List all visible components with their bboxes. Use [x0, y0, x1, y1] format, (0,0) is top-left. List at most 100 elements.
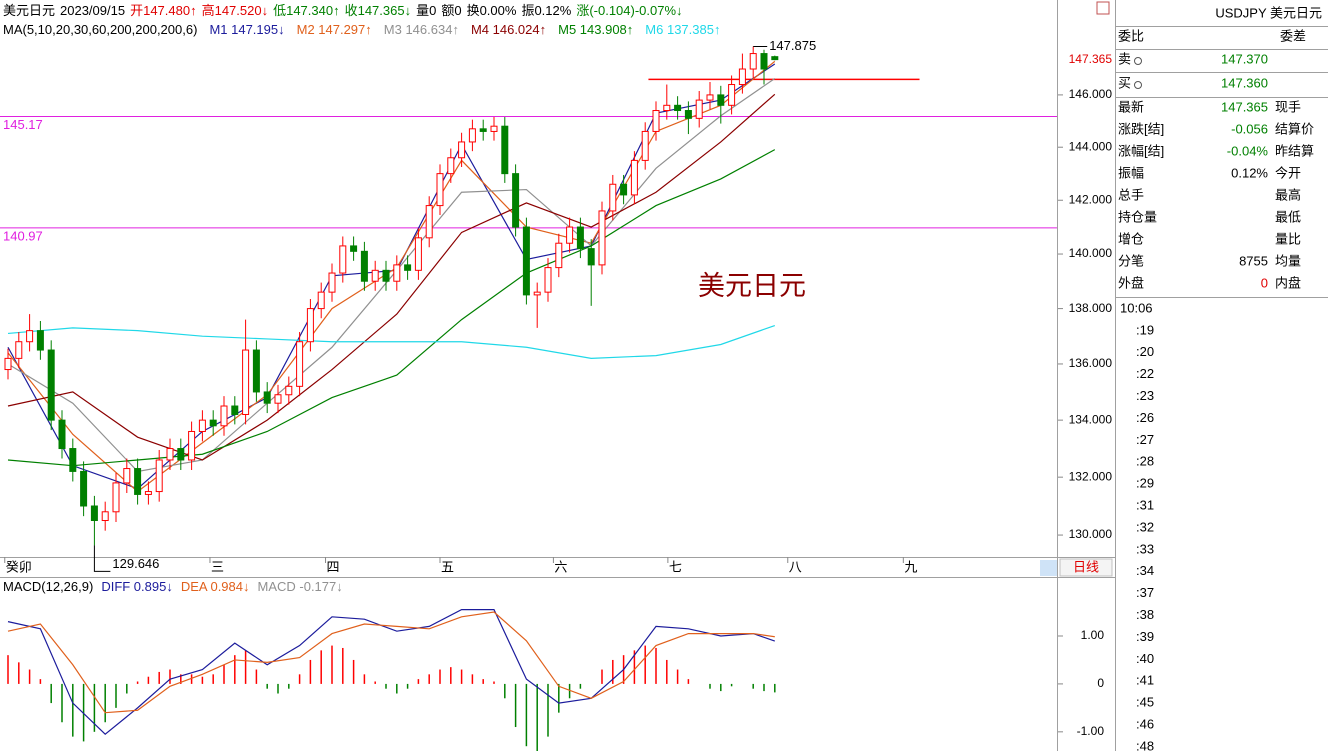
candle-body: [674, 104, 682, 112]
legend-item: M2 147.297↑: [297, 22, 372, 37]
y-tick-label: 138.000: [1069, 301, 1113, 315]
candle-body: [360, 250, 368, 282]
candle-body: [728, 84, 736, 106]
high-label: 147.875: [769, 38, 816, 53]
row-label: 最低: [1275, 209, 1301, 224]
low-pointer: [93, 545, 111, 572]
legend-item: M5 143.908↑: [558, 22, 633, 37]
last-price-label: 147.365: [1069, 52, 1113, 66]
candle-body: [522, 226, 530, 296]
candle-body: [317, 291, 325, 310]
candle-body: [512, 173, 520, 228]
y-tick-label: 142.000: [1069, 192, 1113, 206]
candle-body: [587, 248, 595, 266]
candle-body: [544, 267, 552, 293]
y-tick-label: 146.000: [1069, 87, 1113, 101]
macd-header: MACD(12,26,9) DIFF 0.895↓ DEA 0.984↓ MACD -…: [3, 579, 343, 594]
y-tick-label: 140.000: [1069, 246, 1113, 260]
candle-body: [382, 269, 390, 282]
candle-body: [274, 394, 282, 404]
candle-body: [15, 341, 23, 359]
header-item: 2023/09/15: [60, 3, 125, 18]
candle-body: [47, 349, 55, 421]
candle-body: [296, 341, 304, 387]
y-tick-label: 130.000: [1069, 527, 1113, 541]
x-tick-label: 六: [554, 559, 567, 574]
candle-body: [26, 330, 34, 343]
row-label: 分笔: [1118, 253, 1144, 268]
row-label: 现手: [1275, 99, 1301, 114]
tick-time: :39: [1136, 629, 1154, 644]
candle-body: [490, 125, 498, 132]
candle-body: [393, 264, 401, 282]
candle-body: [501, 125, 509, 175]
candle-body: [112, 482, 120, 513]
tick-time: :46: [1136, 717, 1154, 732]
row-value: -0.04%: [1227, 143, 1269, 158]
candle-body: [652, 110, 660, 132]
candle-body: [101, 511, 109, 522]
candle-body: [468, 128, 476, 143]
ma-line: [7, 324, 775, 359]
header-item: 低147.340↑: [273, 3, 340, 18]
buy-value: 147.360: [1221, 75, 1268, 90]
candle-body: [306, 308, 314, 343]
ma-line: [7, 93, 776, 461]
candle-body: [231, 405, 239, 415]
candle-body: [155, 459, 163, 493]
candle-body: [350, 245, 358, 252]
tick-time: :20: [1136, 344, 1154, 359]
corner-icon[interactable]: [1096, 1, 1110, 15]
scroll-button[interactable]: [1040, 560, 1057, 576]
horizontal-line-label: 145.17: [3, 117, 43, 132]
candle-body: [263, 391, 271, 404]
candle-body: [479, 128, 487, 132]
macd-line: [7, 609, 775, 736]
row-label: 外盘: [1118, 275, 1144, 290]
row-label: 增仓: [1118, 231, 1144, 246]
row-label: 内盘: [1275, 275, 1301, 290]
period-button[interactable]: [1059, 558, 1113, 577]
tick-time: :32: [1136, 519, 1154, 534]
candle-body: [706, 94, 714, 101]
header: 美元日元 2023/09/15 开147.480↑ 高147.520↓ 低147.340…: [3, 3, 683, 18]
macd-y-tick-label: 0: [1097, 676, 1104, 690]
header-item: 换0.00%: [467, 3, 517, 18]
macd-y-tick-label: -1.00: [1077, 724, 1105, 738]
period-button-label[interactable]: 日线: [1073, 559, 1099, 574]
candle-body: [404, 264, 412, 271]
row-label: 振幅: [1118, 165, 1144, 180]
candle-body: [177, 448, 185, 461]
header-item: 美元日元: [3, 3, 55, 18]
candle-body: [80, 470, 88, 507]
header-item: 额0: [441, 3, 461, 18]
tick-time: 10:06: [1120, 300, 1153, 315]
candle-body: [339, 245, 347, 274]
candle-body: [738, 68, 746, 86]
buy-icon: [1134, 81, 1142, 89]
y-tick-label: 144.000: [1069, 139, 1113, 153]
tick-time: :41: [1136, 673, 1154, 688]
low-label: 129.646: [112, 556, 159, 571]
candle-body: [166, 448, 174, 461]
candle-body: [447, 157, 455, 175]
candle-body: [242, 349, 250, 415]
macd-header-item: MACD -0.177↓: [258, 579, 343, 594]
candle-body: [684, 110, 692, 119]
tick-time: :26: [1136, 410, 1154, 425]
legend-item: M1 147.195↓: [209, 22, 284, 37]
sell-icon: [1134, 57, 1142, 65]
tick-time: :38: [1136, 607, 1154, 622]
row-label: 涨跌[结]: [1118, 121, 1164, 136]
candle-body: [749, 53, 757, 70]
tick-time: :27: [1136, 432, 1154, 447]
candle-body: [663, 104, 671, 112]
candle-body: [717, 94, 725, 106]
y-tick-label: 136.000: [1069, 356, 1113, 370]
candle-body: [220, 405, 228, 427]
legend-item: M3 146.634↑: [384, 22, 459, 37]
candle-body: [328, 272, 336, 293]
row-value: 0.12%: [1231, 165, 1268, 180]
